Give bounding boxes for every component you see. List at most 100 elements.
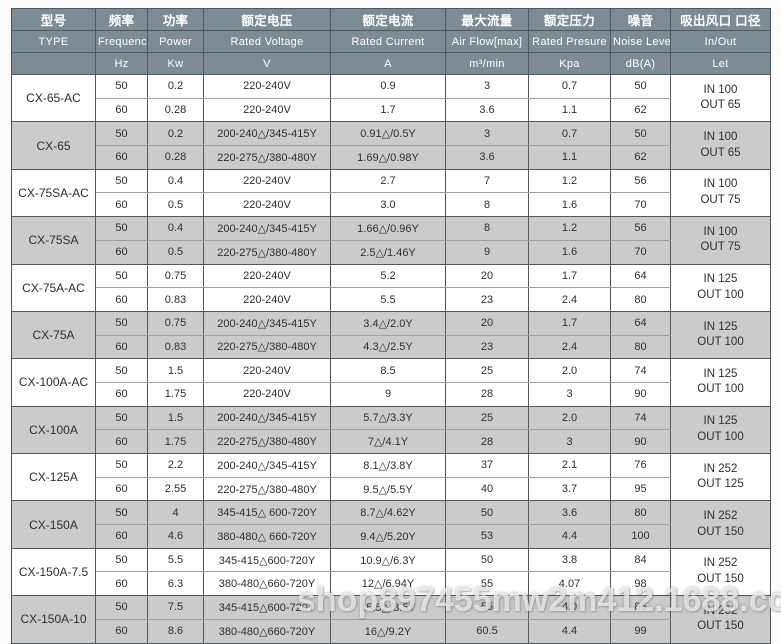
spec-table-body: CX-65-AC 50 0.2 220-240V 0.9 3 0.7 50 IN 100 OUT … <box>11 73 771 644</box>
header-rated-current-cn: 额定电流 <box>330 8 446 31</box>
rated-voltage-cell: 220-240V <box>203 192 331 218</box>
model-name: CX-125A <box>11 452 96 502</box>
noise-level-cell: 85 <box>610 595 671 620</box>
noise-level-cell: 98 <box>610 571 671 597</box>
frequency-cell: 60 <box>95 524 148 549</box>
noise-level-cell: 50 <box>610 74 671 99</box>
table-row: 60 0.83 220-275△/380-480Y 4.3△/2.5Y 23 2.4 80 <box>12 334 771 360</box>
inlet-outlet-cell: IN 125 OUT 100 <box>670 310 771 360</box>
power-cell: 4 <box>147 500 204 526</box>
rated-pressure-cell: 2.1 <box>528 453 611 478</box>
frequency-cell: 50 <box>95 453 148 478</box>
inlet-size: IN 125 <box>703 415 738 428</box>
power-cell: 0.5 <box>147 192 204 218</box>
header-rated-current-unit: A <box>330 52 446 75</box>
table-row: CX-65-AC 50 0.2 220-240V 0.9 3 0.7 50 IN 100 OUT … <box>11 73 771 123</box>
air-flow-cell: 8 <box>445 192 529 218</box>
frequency-cell: 60 <box>95 239 148 265</box>
rated-pressure-cell: 1.6 <box>528 192 611 218</box>
outlet-size: OUT 125 <box>697 478 744 491</box>
inlet-size: IN 125 <box>703 367 738 380</box>
table-row: CX-150A-10 50 7.5 345-415△600-720Y 15.5△/8.5… <box>11 595 771 644</box>
rated-current-cell: 10.9△/6.3Y <box>330 547 446 573</box>
inlet-outlet-cell: IN 100 OUT 75 <box>670 168 771 218</box>
header-rated-pressure-en: Rated Presure <box>528 30 611 53</box>
model-name: CX-100A-AC <box>11 358 96 407</box>
frequency-cell: 50 <box>95 263 148 289</box>
outlet-size: OUT 100 <box>697 383 744 396</box>
frequency-cell: 50 <box>95 168 148 194</box>
header-rated-pressure-cn: 额定压力 <box>528 8 611 31</box>
rated-voltage-cell: 380-480△660-720Y <box>203 618 331 644</box>
power-cell: 0.75 <box>147 310 204 336</box>
inlet-outlet-cell: IN 125 OUT 100 <box>670 405 771 455</box>
air-flow-cell: 55 <box>445 571 529 597</box>
inlet-outlet-cell: IN 125 OUT 100 <box>670 263 771 312</box>
air-flow-cell: 8 <box>445 216 529 241</box>
table-row: 60 8.6 380-480△660-720Y 16△/9.2Y 60.5 4.4 99 <box>12 618 771 644</box>
rated-voltage-cell: 200-240△/345-415Y <box>203 310 331 336</box>
table-row: 60 0.5 220-240V 3.0 8 1.6 70 <box>12 192 771 218</box>
rated-pressure-cell: 0.7 <box>528 121 611 147</box>
frequency-cell: 50 <box>95 547 148 573</box>
air-flow-cell: 20 <box>445 263 529 289</box>
power-cell: 0.2 <box>147 74 204 99</box>
rated-pressure-cell: 1.1 <box>528 97 611 123</box>
rated-voltage-cell: 220-275△/380-480Y <box>203 429 331 454</box>
rated-pressure-cell: 2.0 <box>528 358 611 383</box>
rated-voltage-cell: 380-480△660-720Y <box>203 571 331 597</box>
inlet-size: IN 125 <box>703 273 738 286</box>
rated-current-cell: 8.5 <box>330 358 446 383</box>
rated-pressure-cell: 1.1 <box>528 145 611 170</box>
rated-pressure-cell: 1.6 <box>528 239 611 265</box>
power-cell: 0.83 <box>147 287 204 312</box>
rated-voltage-cell: 380-480△ 660-720Y <box>203 524 331 549</box>
model-name: CX-100A <box>11 405 96 455</box>
power-cell: 0.4 <box>147 216 204 241</box>
rated-pressure-cell: 4.0 <box>528 595 611 620</box>
rated-current-cell: 0.91△/0.5Y <box>330 121 446 147</box>
inlet-size: IN 252 <box>703 510 738 523</box>
table-row: CX-100A 50 1.5 200-240△/345-415Y 5.7△/3.3Y 25… <box>11 405 771 455</box>
rated-current-cell: 8.7△/4.62Y <box>330 500 446 526</box>
table-row: CX-65 50 0.2 200-240△/345-415Y 0.91△/0.5Y 3 0.… <box>11 121 771 170</box>
rated-current-cell: 5.7△/3.3Y <box>330 405 446 431</box>
frequency-cell: 60 <box>95 192 148 218</box>
header-inlet-outlet-cn: 吸出风口 口径 <box>670 8 771 31</box>
model-name: CX-75A <box>11 310 96 360</box>
rated-current-cell: 0.9 <box>330 74 446 99</box>
rated-pressure-cell: 3 <box>528 429 611 454</box>
air-flow-cell: 20 <box>445 310 529 336</box>
header-rated-voltage-unit: V <box>203 52 331 75</box>
noise-level-cell: 70 <box>610 239 671 265</box>
noise-level-cell: 90 <box>610 381 671 407</box>
rated-voltage-cell: 345-415△600-720Y <box>203 595 331 620</box>
rated-current-cell: 8.1△/3.8Y <box>330 453 446 478</box>
inlet-outlet-cell: IN 252 OUT 150 <box>670 547 771 597</box>
noise-level-cell: 74 <box>610 405 671 431</box>
table-row: CX-100A-AC 50 1.5 220-240V 8.5 25 2.0 74 IN 125 O… <box>11 358 771 407</box>
rated-pressure-cell: 2.0 <box>528 405 611 431</box>
header-row-en: TYPE Frequency Power Rated Voltage Rated Cur… <box>11 30 771 53</box>
outlet-size: OUT 100 <box>697 336 744 349</box>
frequency-cell: 60 <box>95 287 148 312</box>
rated-pressure-cell: 3.7 <box>528 476 611 502</box>
rated-pressure-cell: 1.2 <box>528 168 611 194</box>
rated-current-cell: 1.66△/0.96Y <box>330 216 446 241</box>
power-cell: 0.5 <box>147 239 204 265</box>
frequency-cell: 50 <box>95 310 148 336</box>
noise-level-cell: 74 <box>610 358 671 383</box>
rated-voltage-cell: 220-240V <box>203 263 331 289</box>
inlet-size: IN 100 <box>703 178 738 191</box>
header-inlet-outlet-en: In/Out <box>670 30 771 53</box>
power-cell: 1.5 <box>147 358 204 383</box>
frequency-cell: 60 <box>95 97 148 123</box>
noise-level-cell: 50 <box>610 121 671 147</box>
spec-table: 型号 频率 功率 额定电压 额定电流 最大流量 额定压力 噪音 吸出风口 口径 TYPE Frequ… <box>11 8 771 644</box>
rated-voltage-cell: 220-275△/380-480Y <box>203 476 331 502</box>
table-row: 60 1.75 220-275△/380-480Y 7△/4.1Y 28 3 90 <box>12 429 771 454</box>
frequency-cell: 60 <box>95 334 148 360</box>
rated-pressure-cell: 4.4 <box>528 524 611 549</box>
frequency-cell: 50 <box>95 405 148 431</box>
air-flow-cell: 7 <box>445 168 529 194</box>
